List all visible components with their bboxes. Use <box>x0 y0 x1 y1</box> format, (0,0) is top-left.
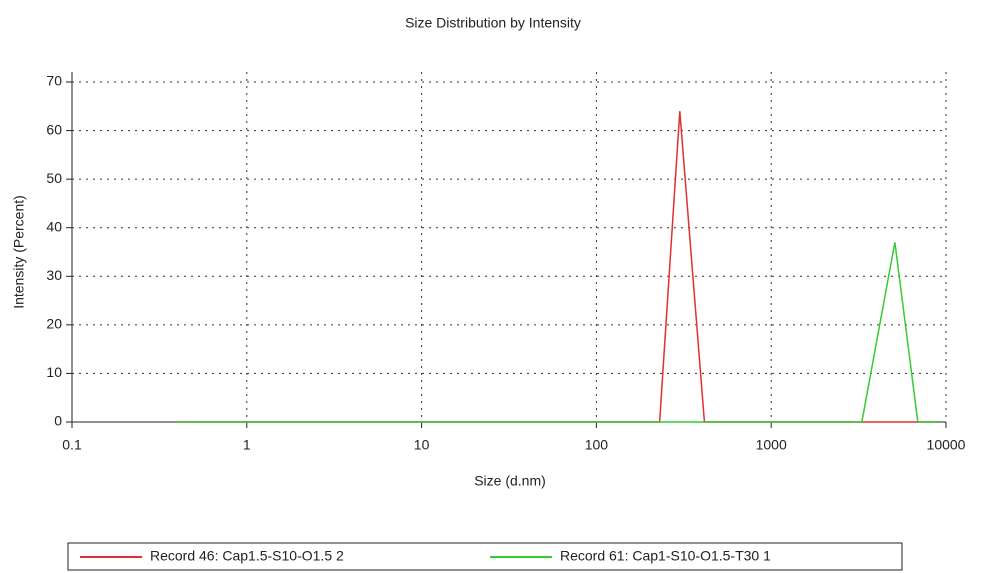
legend-label: Record 46: Cap1.5-S10-O1.5 2 <box>150 548 344 564</box>
y-tick-label: 20 <box>46 316 62 332</box>
chart-title: Size Distribution by Intensity <box>405 15 581 31</box>
legend-label: Record 61: Cap1-S10-O1.5-T30 1 <box>560 548 771 564</box>
legend-box <box>67 542 903 571</box>
x-tick-label: 100 <box>585 437 609 453</box>
x-tick-label: 10000 <box>927 437 966 453</box>
y-tick-label: 60 <box>46 121 62 137</box>
y-tick-label: 30 <box>46 267 62 283</box>
x-tick-label: 1000 <box>756 437 787 453</box>
y-tick-label: 40 <box>46 218 62 234</box>
y-tick-label: 70 <box>46 73 62 89</box>
line-series <box>177 242 939 423</box>
y-tick-label: 0 <box>54 413 62 429</box>
y-axis-label: Intensity (Percent) <box>11 195 27 309</box>
x-tick-label: 1 <box>243 437 251 453</box>
x-tick-label: 10 <box>414 437 430 453</box>
y-tick-label: 50 <box>46 170 62 186</box>
line-series <box>177 111 939 423</box>
x-tick-label: 0.1 <box>62 437 82 453</box>
x-axis-label: Size (d.nm) <box>474 473 546 489</box>
y-tick-label: 10 <box>46 364 62 380</box>
